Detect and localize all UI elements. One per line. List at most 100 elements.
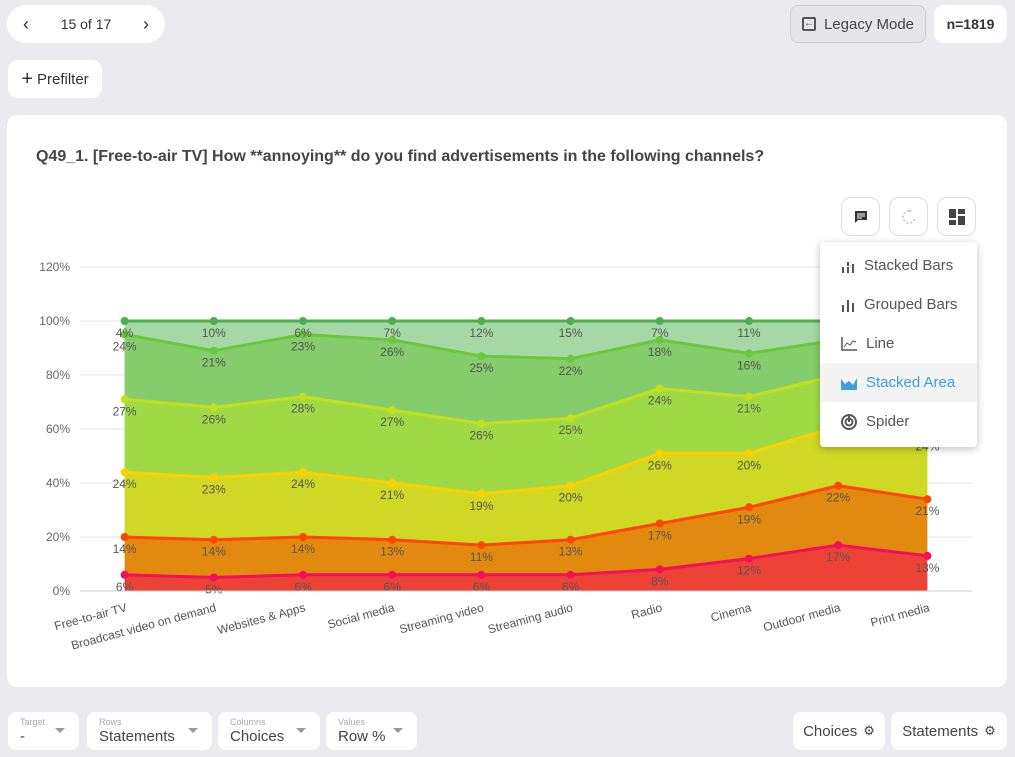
x-tick-label: Social media	[326, 600, 396, 631]
area-layer	[124, 485, 928, 578]
data-point	[120, 570, 129, 579]
menu-item-stacked-area[interactable]: Stacked Area	[820, 363, 977, 402]
data-point	[745, 317, 753, 325]
data-label: 19%	[469, 499, 493, 513]
gear-icon: ⚙	[863, 723, 875, 738]
area-layer	[124, 375, 928, 494]
choices-settings-button[interactable]: Choices ⚙	[793, 712, 885, 750]
menu-item-label: Stacked Bars	[864, 257, 954, 274]
data-label: 26%	[469, 429, 493, 443]
caret-down-icon	[296, 728, 306, 733]
values-value: Row %	[338, 728, 386, 745]
values-label: Values	[338, 717, 365, 727]
statements-label: Statements	[902, 722, 979, 740]
legacy-mode-button[interactable]: ← Legacy Mode	[790, 5, 926, 43]
data-label: 6%	[294, 326, 312, 340]
chart-type-menu: Stacked Bars Grouped Bars Line Stacked A…	[820, 242, 977, 447]
data-label: 11%	[737, 326, 760, 340]
data-label: 12%	[737, 564, 761, 578]
data-point	[477, 317, 486, 325]
data-label: 19%	[737, 512, 761, 526]
menu-item-spider[interactable]: Spider	[820, 402, 977, 441]
data-label: 24%	[113, 340, 137, 354]
series-line	[124, 332, 928, 361]
data-label: 6%	[473, 580, 491, 594]
data-label: 6%	[294, 580, 312, 594]
gear-icon: ⚙	[984, 723, 996, 738]
data-point	[209, 346, 218, 355]
data-point	[834, 541, 843, 550]
grouped-bars-icon	[842, 299, 854, 312]
data-point	[923, 495, 932, 504]
menu-item-label: Spider	[866, 413, 910, 430]
data-label: 17%	[826, 550, 850, 564]
data-point	[388, 570, 397, 579]
data-point	[388, 317, 397, 325]
data-point	[209, 317, 218, 325]
data-point	[299, 570, 307, 579]
data-point	[477, 541, 486, 550]
target-dropdown[interactable]: Target -	[8, 712, 79, 750]
data-label: 27%	[380, 415, 404, 429]
data-label: 15%	[559, 326, 583, 340]
data-label: 22%	[559, 364, 583, 378]
next-arrow-icon[interactable]: ›	[142, 13, 149, 34]
data-point	[120, 330, 129, 339]
menu-item-grouped-bars[interactable]: Grouped Bars	[820, 285, 977, 324]
menu-item-stacked-bars[interactable]: Stacked Bars	[820, 246, 977, 285]
menu-item-line[interactable]: Line	[820, 324, 977, 363]
data-point	[566, 354, 575, 363]
data-label: 18%	[648, 345, 672, 359]
data-point	[477, 352, 486, 361]
values-dropdown[interactable]: Values Row %	[326, 712, 417, 750]
data-label: 5%	[205, 583, 223, 597]
data-point	[477, 419, 486, 428]
data-label: 27%	[113, 404, 137, 418]
data-point	[209, 535, 218, 544]
series-line	[124, 484, 928, 547]
x-tick-label: Websites & Apps	[216, 600, 307, 637]
series-line	[124, 543, 928, 580]
columns-dropdown[interactable]: Columns Choices	[218, 712, 320, 750]
data-point	[209, 403, 218, 412]
data-label: 26%	[380, 345, 404, 359]
data-label: 6%	[562, 580, 580, 594]
data-point	[923, 551, 932, 560]
menu-item-label: Stacked Area	[866, 374, 956, 391]
columns-label: Columns	[230, 717, 266, 727]
data-label: 20%	[559, 491, 583, 505]
prefilter-button[interactable]: + Prefilter	[8, 60, 102, 98]
data-point	[655, 519, 664, 528]
data-point	[388, 406, 397, 415]
data-point	[299, 317, 307, 325]
data-point	[209, 473, 218, 482]
target-label: Target	[20, 717, 46, 727]
line-chart-icon	[841, 336, 857, 351]
data-point	[299, 533, 307, 541]
spider-icon	[841, 413, 857, 430]
x-tick-label: Streaming video	[398, 600, 486, 636]
data-point	[745, 349, 753, 358]
data-label: 24%	[113, 477, 137, 491]
comment-icon	[854, 210, 867, 223]
data-point	[566, 535, 575, 544]
rows-dropdown[interactable]: Rows Statements	[87, 712, 212, 750]
data-point	[566, 570, 575, 579]
data-point	[655, 449, 664, 458]
y-tick-label: 80%	[46, 368, 70, 382]
chart-title: Q49_1. [Free-to-air TV] How **annoying**…	[36, 148, 765, 165]
data-point	[388, 535, 397, 544]
x-tick-label: Print media	[869, 600, 932, 629]
comment-button[interactable]	[841, 197, 880, 236]
data-point	[745, 503, 753, 512]
statements-settings-button[interactable]: Statements ⚙	[891, 712, 1007, 750]
data-label: 25%	[469, 361, 493, 375]
data-label: 7%	[384, 326, 402, 340]
refresh-button[interactable]	[889, 197, 928, 236]
data-label: 13%	[915, 561, 939, 575]
chart-type-button[interactable]	[937, 197, 976, 236]
pager-label: 15 of 17	[60, 16, 112, 32]
prev-arrow-icon[interactable]: ‹	[23, 13, 29, 34]
y-tick-label: 120%	[39, 260, 70, 274]
prefilter-label: Prefilter	[37, 70, 89, 88]
